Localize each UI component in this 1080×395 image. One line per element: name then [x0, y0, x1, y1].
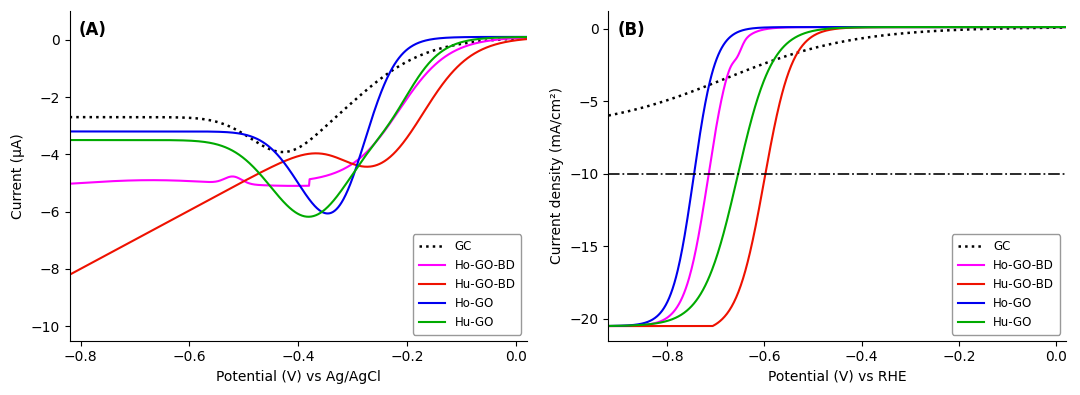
Y-axis label: Current (μA): Current (μA)	[11, 133, 25, 219]
Legend: GC, Ho-GO-BD, Hu-GO-BD, Ho-GO, Hu-GO: GC, Ho-GO-BD, Hu-GO-BD, Ho-GO, Hu-GO	[413, 234, 522, 335]
X-axis label: Potential (V) vs Ag/AgCl: Potential (V) vs Ag/AgCl	[216, 370, 381, 384]
Text: (A): (A)	[79, 21, 107, 39]
Text: (B): (B)	[618, 21, 645, 39]
Y-axis label: Current density (mA/cm²): Current density (mA/cm²)	[550, 87, 564, 264]
X-axis label: Potential (V) vs RHE: Potential (V) vs RHE	[768, 370, 906, 384]
Legend: GC, Ho-GO-BD, Hu-GO-BD, Ho-GO, Hu-GO: GC, Ho-GO-BD, Hu-GO-BD, Ho-GO, Hu-GO	[951, 234, 1061, 335]
